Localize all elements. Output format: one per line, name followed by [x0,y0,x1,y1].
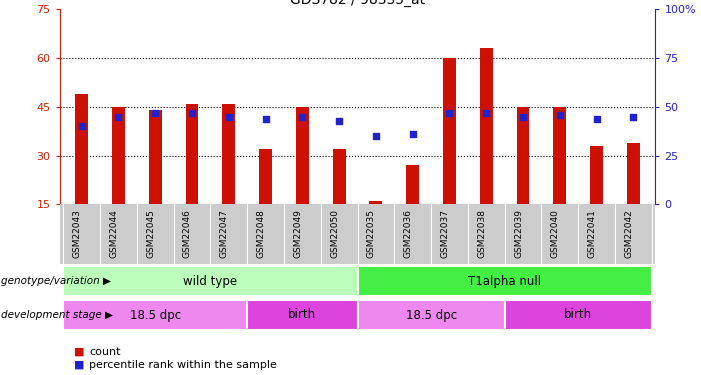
Text: development stage ▶: development stage ▶ [1,310,113,320]
Bar [296,107,308,204]
Point [149,110,161,116]
Text: GSM22050: GSM22050 [330,209,339,258]
Text: wild type: wild type [184,275,238,288]
Bar [479,48,493,204]
Point [113,114,124,120]
Bar [75,94,88,204]
Point [481,110,492,116]
Bar [590,146,603,204]
Bar [517,107,529,204]
Bar [63,266,358,296]
Text: GSM22042: GSM22042 [625,209,634,258]
Text: 18.5 dpc: 18.5 dpc [130,309,181,321]
Point [628,114,639,120]
Text: ■: ■ [74,360,84,369]
Text: GSM22044: GSM22044 [109,209,118,258]
Text: T1alpha null: T1alpha null [468,275,541,288]
Bar [505,300,652,330]
Text: count: count [89,347,121,357]
Bar [259,149,272,204]
Point [591,116,602,122]
Text: GSM22047: GSM22047 [220,209,229,258]
Bar [333,149,346,204]
Text: genotype/variation ▶: genotype/variation ▶ [1,276,111,286]
Point [260,116,271,122]
Point [444,110,455,116]
Point [223,114,234,120]
Text: ■: ■ [74,347,84,357]
Bar [369,201,382,204]
Bar [63,300,247,330]
Text: GSM22035: GSM22035 [367,209,376,258]
Point [517,114,529,120]
Point [76,123,87,129]
Bar [553,107,566,204]
Text: birth: birth [288,309,316,321]
Text: GSM22049: GSM22049 [293,209,302,258]
Text: GSM22037: GSM22037 [440,209,449,258]
Bar [627,142,640,204]
Text: GSM22039: GSM22039 [514,209,523,258]
Text: GSM22040: GSM22040 [551,209,560,258]
Title: GDS782 / 98335_at: GDS782 / 98335_at [290,0,425,7]
Point [370,133,381,139]
Text: GSM22045: GSM22045 [147,209,155,258]
Text: GSM22041: GSM22041 [587,209,597,258]
Point [297,114,308,120]
Bar [112,107,125,204]
Bar [358,266,652,296]
Text: percentile rank within the sample: percentile rank within the sample [89,360,277,369]
Bar [247,300,358,330]
Text: GSM22048: GSM22048 [257,209,266,258]
Text: birth: birth [564,309,592,321]
Bar [186,104,198,204]
Text: GSM22038: GSM22038 [477,209,486,258]
Text: 18.5 dpc: 18.5 dpc [405,309,456,321]
Text: GSM22036: GSM22036 [404,209,413,258]
Bar [149,110,162,204]
Point [334,117,345,123]
Bar [222,104,236,204]
Point [186,110,198,116]
Bar [407,165,419,204]
Text: GSM22046: GSM22046 [183,209,192,258]
Point [554,112,566,118]
Bar [443,58,456,204]
Point [407,131,418,137]
Text: GSM22043: GSM22043 [73,209,81,258]
Bar [358,300,505,330]
